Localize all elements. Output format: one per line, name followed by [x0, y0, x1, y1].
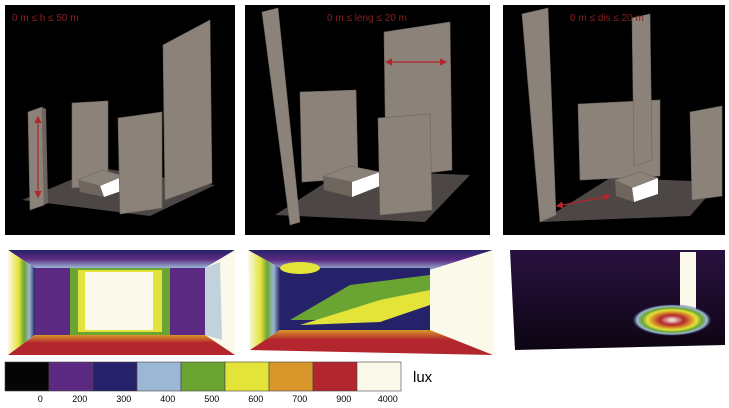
building	[632, 14, 652, 166]
range-label: 0 m ≤ h ≤ 50 m	[12, 13, 79, 24]
building	[118, 112, 162, 214]
legend-unit: lux	[413, 369, 433, 386]
building	[378, 114, 432, 215]
legend-swatch	[313, 362, 357, 391]
legend-label: 700	[292, 394, 307, 404]
illuminance-render	[510, 250, 725, 350]
legend-label: 400	[160, 394, 175, 404]
range-label: 0 m ≤ leng ≤ 20 m	[327, 13, 407, 24]
window	[680, 252, 696, 312]
legend-label: 500	[204, 394, 219, 404]
legend-label: 4000	[378, 394, 398, 404]
range-label: 0 m ≤ dis ≤ 20 m	[570, 13, 644, 24]
legend-label: 900	[336, 394, 351, 404]
building	[28, 107, 44, 210]
legend-label: 300	[116, 394, 131, 404]
illuminance-render	[248, 250, 493, 355]
window	[85, 272, 153, 330]
scene-panel: 0 m ≤ leng ≤ 20 m	[245, 5, 490, 235]
legend-swatch	[225, 362, 269, 391]
hotspot	[632, 304, 712, 336]
scene-panel: 0 m ≤ dis ≤ 20 m	[503, 5, 725, 235]
legend-label: 200	[72, 394, 87, 404]
legend-swatch	[49, 362, 93, 391]
building	[690, 106, 722, 200]
legend-swatch	[93, 362, 137, 391]
building	[163, 20, 212, 200]
legend-swatch	[357, 362, 401, 391]
scene-panel: 0 m ≤ h ≤ 50 m	[5, 5, 235, 235]
wall	[205, 262, 222, 340]
legend-label: 0	[38, 394, 43, 404]
legend-swatch	[269, 362, 313, 391]
legend-label: 600	[248, 394, 263, 404]
hotspot	[280, 262, 320, 274]
legend-swatch	[181, 362, 225, 391]
ceiling	[8, 250, 235, 268]
legend-swatch	[137, 362, 181, 391]
floor	[8, 335, 235, 355]
legend-swatch	[5, 362, 49, 391]
illuminance-render	[8, 250, 235, 355]
figure: 0 m ≤ h ≤ 50 m 0 m ≤ leng ≤ 20 m 0 m ≤ d…	[0, 0, 729, 408]
color-legend: 0 200 300 400 500 600 700 900 4000 lux	[5, 362, 433, 404]
